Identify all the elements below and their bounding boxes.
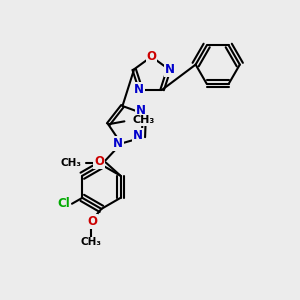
Text: CH₃: CH₃ <box>61 158 82 167</box>
Text: N: N <box>165 63 175 76</box>
Text: N: N <box>134 83 144 96</box>
Text: O: O <box>87 215 97 228</box>
Text: N: N <box>113 137 123 150</box>
Text: N: N <box>133 129 143 142</box>
Text: O: O <box>94 155 104 168</box>
Text: CH₃: CH₃ <box>133 116 155 125</box>
Text: N: N <box>136 104 146 118</box>
Text: O: O <box>146 50 157 63</box>
Text: Cl: Cl <box>57 197 70 210</box>
Text: CH₃: CH₃ <box>81 238 102 248</box>
